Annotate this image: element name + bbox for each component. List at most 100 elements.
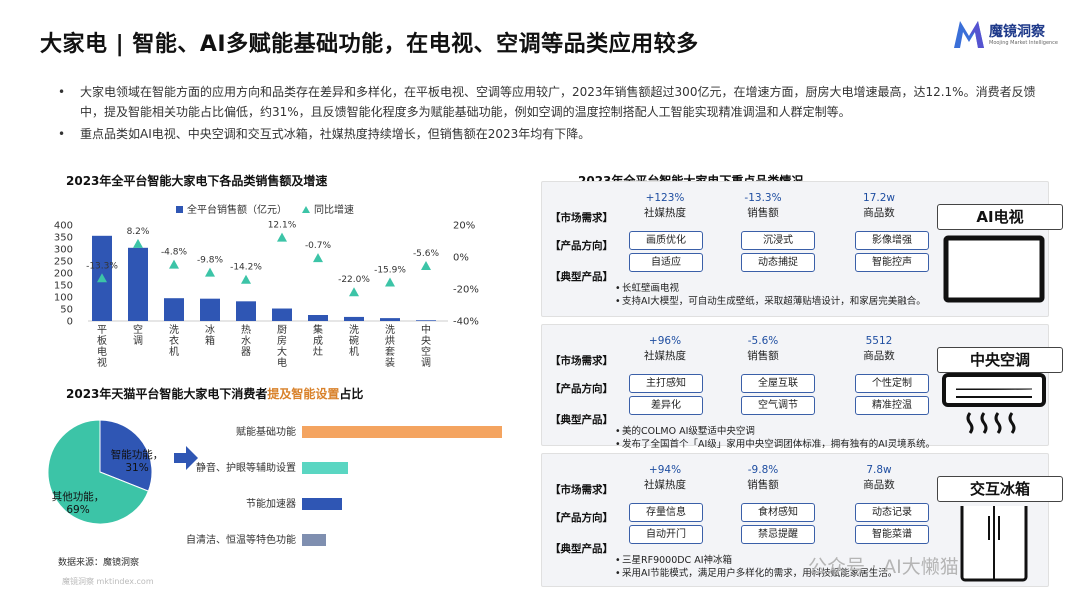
- product-bullet: •: [615, 568, 621, 579]
- direction-tag: 画质优化: [629, 231, 703, 250]
- row-label-product: 【典型产品】: [550, 414, 613, 426]
- x-tick-label: 洗烘套装: [385, 324, 395, 369]
- wechat-watermark: 公众号 · AI大懒猫: [808, 556, 959, 578]
- pie-slice: [99, 419, 153, 492]
- x-tick-char: 烘: [385, 335, 395, 347]
- airflow-wave: [980, 412, 988, 434]
- x-tick-char: 洗: [349, 324, 359, 336]
- feature-bar: [302, 498, 342, 510]
- x-tick-char: 热: [241, 323, 251, 336]
- tv-icon: [943, 235, 1045, 303]
- pie-label: 其他功能， 69%: [52, 490, 105, 516]
- y-tick-left: 200: [54, 269, 73, 280]
- x-tick-char: 厨: [277, 324, 287, 336]
- legend-swatch-growth: [302, 206, 310, 213]
- x-tick-char: 大: [277, 345, 287, 358]
- pie-label: 智能功能， 31%: [111, 448, 164, 474]
- growth-label: 12.1%: [268, 221, 297, 231]
- x-tick-char: 空: [421, 345, 431, 358]
- growth-label: -13.3%: [86, 261, 118, 271]
- metric-value: +94%: [648, 464, 682, 476]
- growth-marker: [313, 253, 323, 263]
- row-label-direction: 【产品方向】: [550, 383, 613, 395]
- legend-swatch-sales: [176, 206, 183, 213]
- feature-bar: [302, 534, 326, 546]
- x-tick-label: 空调: [133, 323, 143, 347]
- direction-tag: 动态记录: [855, 503, 929, 522]
- metric-value: -13.3%: [744, 192, 782, 204]
- x-tick-char: 器: [241, 346, 251, 358]
- x-tick-char: 碗: [349, 334, 359, 347]
- x-tick-char: 平: [97, 325, 107, 336]
- bar: [344, 316, 364, 321]
- pie-chart: 智能功能， 31%其他功能， 69%: [47, 419, 164, 525]
- x-tick-char: 装: [385, 356, 395, 369]
- metric-label: 商品数: [863, 479, 895, 491]
- feature-label: 节能加速器: [246, 497, 296, 510]
- y-tick-left: 0: [67, 317, 73, 328]
- y-tick-right: -20%: [453, 285, 479, 296]
- x-tick-label: 冰箱: [205, 323, 215, 347]
- metric-label: 社媒热度: [644, 207, 686, 219]
- growth-label: 8.2%: [127, 227, 150, 237]
- metric-value: +96%: [648, 335, 682, 347]
- growth-label: -5.6%: [413, 249, 440, 259]
- airflow-wave: [994, 412, 1002, 434]
- x-tick-label: 平板电视: [97, 325, 107, 369]
- category-name: AI电视: [937, 204, 1063, 230]
- row-label-product: 【典型产品】: [550, 543, 613, 555]
- bar: [236, 301, 256, 321]
- row-label-product: 【典型产品】: [550, 271, 613, 283]
- y-axis-right: 20% 0% -20% -40%: [453, 221, 479, 328]
- direction-tag: 全屋互联: [741, 374, 815, 393]
- direction-tag: 个性定制: [855, 374, 929, 393]
- pie-label-line: 69%: [66, 504, 89, 516]
- growth-label: -9.8%: [197, 256, 224, 266]
- x-tick-label: 洗碗机: [349, 324, 359, 358]
- direction-tag: 自动开门: [629, 525, 703, 544]
- bullet-mark: •: [58, 85, 66, 99]
- feature-label: 自清洁、恒温等特色功能: [186, 533, 296, 546]
- growth-marker: [421, 260, 431, 270]
- growth-series: -13.3% 8.2% -4.8% -9.8% -14.2% 12.1% -0.7% -22.…: [86, 221, 439, 297]
- metric-value: 17.2w: [863, 192, 895, 204]
- category-name: 中央空调: [937, 347, 1063, 373]
- bullet-item: • 重点品类如AI电视、中央空调和交互式冰箱，社媒热度持续增长，但销售额在202…: [58, 124, 1058, 144]
- product-desc: 采用AI节能模式，满足用户多样化的需求，用科技赋能家居生活。: [622, 568, 898, 579]
- x-tick-char: 洗: [169, 324, 179, 336]
- refrigerator-icon: [960, 506, 1028, 582]
- y-tick-left: 100: [54, 293, 73, 304]
- data-source: 数据来源：魔镜洞察: [58, 558, 140, 568]
- x-tick-char: 中: [421, 323, 431, 336]
- row-label-demand: 【市场需求】: [550, 355, 613, 367]
- category-panel: 【市场需求】 【产品方向】 【典型产品】 +94% 社媒热度 -9.8% 销售额 7.8w 商品…: [541, 453, 1063, 587]
- pie-title-prefix: 2023年天猫平台智能大家电下消费者: [66, 387, 268, 401]
- bar: [416, 320, 436, 321]
- metric-label: 销售额: [747, 350, 779, 362]
- pie-chart-title: 2023年天猫平台智能大家电下消费者提及智能设置占比: [66, 385, 363, 402]
- direction-tag: 主打感知: [629, 374, 703, 393]
- growth-label: -14.2%: [230, 263, 262, 273]
- sales-growth-chart: 全平台销售额（亿元） 同比增速 400350300250200150100500…: [54, 203, 479, 369]
- growth-label: -22.0%: [338, 275, 370, 285]
- x-tick-char: 水: [241, 335, 251, 347]
- bar: [308, 315, 328, 321]
- growth-marker: [241, 274, 251, 284]
- direction-tag: 禁忌提醒: [741, 525, 815, 544]
- x-tick-char: 电: [277, 356, 287, 369]
- direction-tag: 精准控温: [855, 396, 929, 415]
- bullet-mark: •: [58, 127, 66, 141]
- x-tick-label: 洗衣机: [169, 324, 179, 358]
- feature-label: 静音、护眼等辅助设置: [196, 461, 296, 474]
- x-tick-char: 央: [421, 334, 431, 347]
- ac-vent: [955, 388, 1033, 390]
- footer-watermark: 魔镜洞察 mktindex.com: [62, 577, 154, 586]
- direction-tag: 动态捕捉: [741, 253, 815, 272]
- direction-tag: 沉浸式: [741, 231, 815, 250]
- page-title: 大家电 | 智能、AI多赋能基础功能，在电视、空调等品类应用较多: [40, 32, 699, 57]
- x-tick-label: 中央空调: [421, 323, 431, 369]
- mention-share-chart: 智能功能， 31%其他功能， 69% 赋能基础功能静音、护眼等辅助设置节能加速器自清…: [47, 419, 502, 546]
